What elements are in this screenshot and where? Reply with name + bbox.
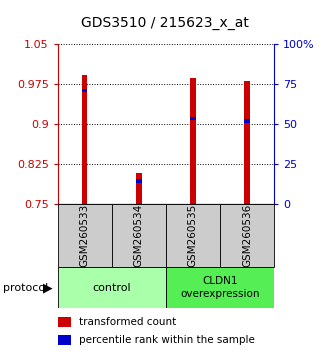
Bar <box>166 204 220 267</box>
Text: transformed count: transformed count <box>79 318 177 327</box>
Bar <box>166 267 274 308</box>
Bar <box>82 75 87 204</box>
Text: control: control <box>92 282 131 293</box>
Bar <box>136 173 142 204</box>
Bar <box>190 117 196 120</box>
Text: GSM260536: GSM260536 <box>242 204 252 267</box>
Bar <box>220 204 274 267</box>
Text: GDS3510 / 215623_x_at: GDS3510 / 215623_x_at <box>81 16 249 30</box>
Bar <box>244 119 249 123</box>
Text: GSM260535: GSM260535 <box>188 204 198 267</box>
Bar <box>190 78 196 204</box>
Bar <box>136 179 142 183</box>
Bar <box>244 81 249 204</box>
Bar <box>112 204 166 267</box>
Text: GSM260534: GSM260534 <box>134 204 144 267</box>
Text: ▶: ▶ <box>43 281 53 294</box>
Bar <box>58 335 71 345</box>
Bar <box>58 267 166 308</box>
Text: CLDN1
overexpression: CLDN1 overexpression <box>180 276 260 299</box>
Text: GSM260533: GSM260533 <box>80 204 90 267</box>
Bar <box>58 318 71 327</box>
Text: protocol: protocol <box>3 282 49 293</box>
Bar <box>82 88 87 92</box>
Bar <box>58 204 112 267</box>
Text: percentile rank within the sample: percentile rank within the sample <box>79 335 255 345</box>
